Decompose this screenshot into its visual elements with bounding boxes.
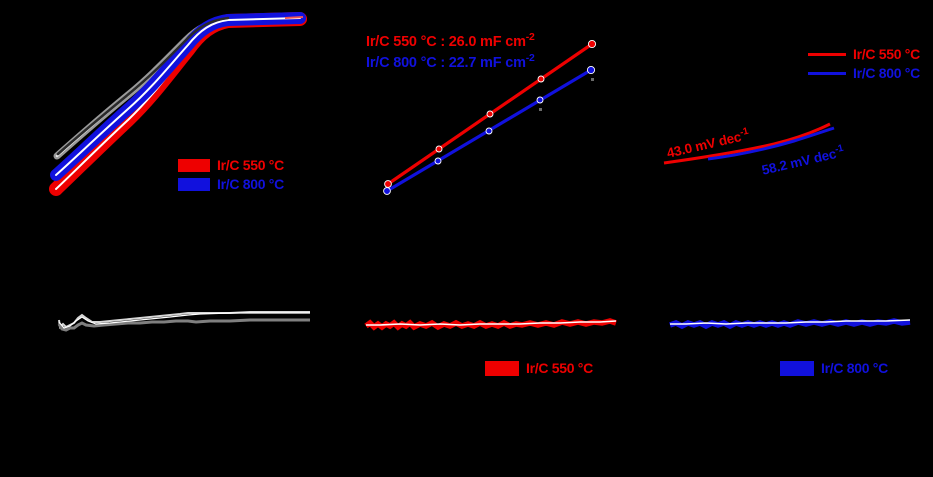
legend-top-left: Ir/C 550 °C Ir/C 800 °C (178, 157, 284, 195)
panel-top-mid: Ir/C 550 °C : 26.0 mF cm-2 Ir/C 800 °C :… (320, 0, 640, 240)
curve-red-plateau-tip (284, 16, 304, 19)
datapoints-800 (383, 65, 596, 195)
legend-item-800[interactable]: Ir/C 800 °C (808, 65, 920, 81)
legend-item-550[interactable]: Ir/C 550 °C (178, 157, 284, 173)
trace-grey-lower (57, 318, 310, 332)
legend-label-550: Ir/C 550 °C (853, 46, 920, 62)
legend-label-550: Ir/C 550 °C (217, 157, 284, 173)
legend-swatch-550 (178, 158, 210, 172)
trace-white-overlay-right (670, 319, 911, 325)
legend-item-800[interactable]: Ir/C 800 °C (780, 360, 888, 376)
legend-label-800: Ir/C 800 °C (853, 65, 920, 81)
legend-item-550[interactable]: Ir/C 550 °C (485, 360, 593, 376)
annotation-capacitance-800-text: Ir/C 800 °C : 22.7 mF cm (366, 55, 526, 71)
panel-bottom-right-plot (669, 318, 911, 330)
annotation-capacitance-800: Ir/C 800 °C : 22.7 mF cm-2 (366, 53, 535, 71)
legend-bottom-right: Ir/C 800 °C (780, 360, 888, 379)
datapoints-550 (384, 39, 597, 188)
annotation-capacitance-550-text: Ir/C 550 °C : 26.0 mF cm (366, 34, 526, 50)
annotation-capacitance-550: Ir/C 550 °C : 26.0 mF cm-2 (366, 32, 535, 50)
legend-label-800: Ir/C 800 °C (821, 360, 888, 376)
panel-bottom-left (0, 280, 330, 410)
trace-blue-noise-800 (669, 318, 911, 330)
trace-white-overlay (58, 312, 310, 329)
panel-bottom-mid-plot (364, 318, 617, 331)
legend-item-550[interactable]: Ir/C 550 °C (808, 46, 920, 62)
legend-line-550 (808, 52, 846, 56)
legend-label-800: Ir/C 800 °C (217, 176, 284, 192)
curve-blue-center-800 (55, 17, 301, 176)
panel-bottom-left-plot (57, 311, 310, 332)
panel-top-right: Ir/C 550 °C Ir/C 800 °C 43.0 mV dec-1 58… (640, 0, 933, 240)
legend-label-550: Ir/C 550 °C (526, 360, 593, 376)
trace-white-overlay-mid (366, 320, 617, 326)
panel-top-mid-plot (383, 39, 597, 195)
legend-swatch-550 (485, 360, 519, 376)
legend-bottom-mid: Ir/C 550 °C (485, 360, 593, 379)
datapoints-grey-residual (539, 78, 594, 111)
tafel-curve-550 (663, 122, 831, 165)
legend-item-800[interactable]: Ir/C 800 °C (178, 176, 284, 192)
curve-dark-trace (56, 16, 230, 156)
legend-line-800 (808, 71, 846, 75)
legend-top-right: Ir/C 550 °C Ir/C 800 °C (808, 46, 920, 84)
panel-top-left-plot (49, 12, 307, 196)
annotation-capacitance-550-sup: -2 (525, 32, 535, 44)
tafel-curve-800 (707, 126, 835, 161)
annotation-capacitance-800-sup: -2 (525, 53, 535, 65)
panel-bottom-right: Ir/C 800 °C (640, 280, 933, 410)
legend-swatch-800 (178, 177, 210, 191)
panel-top-right-plot (663, 122, 835, 165)
legend-swatch-800 (780, 360, 814, 376)
panel-top-left: Ir/C 550 °C Ir/C 800 °C (0, 0, 320, 240)
panel-bottom-mid: Ir/C 550 °C (330, 280, 650, 410)
